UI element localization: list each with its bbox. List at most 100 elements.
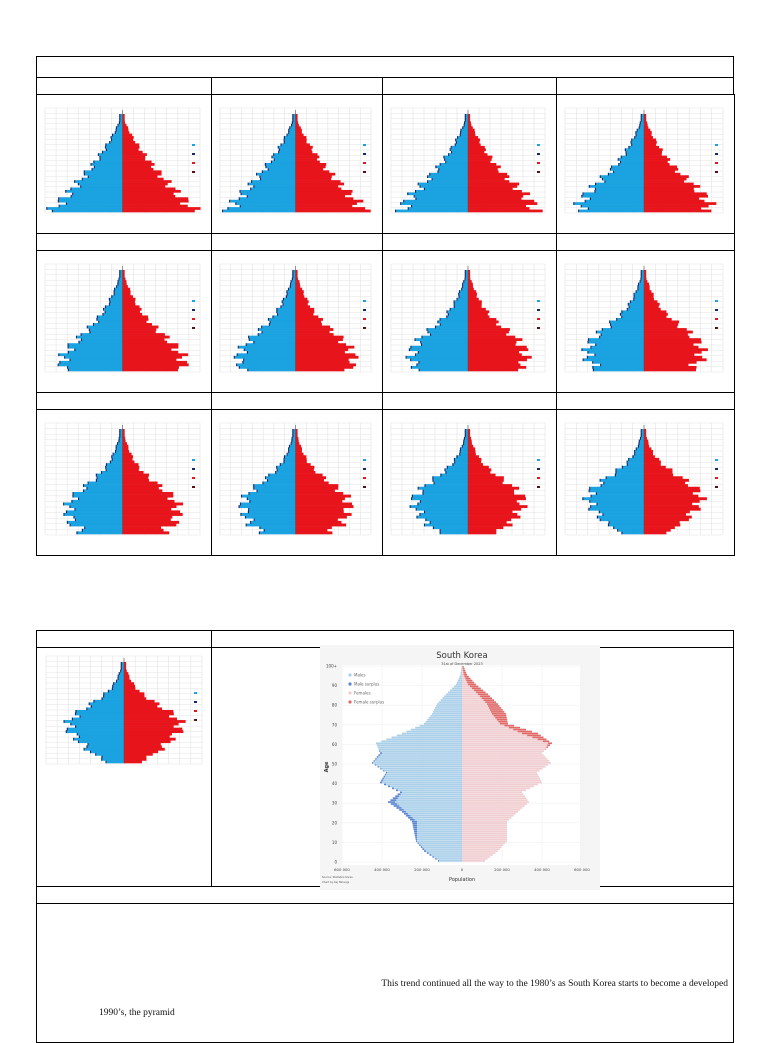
female-bar: [123, 508, 172, 511]
male-surplus-bar: [444, 468, 445, 471]
female-bar: [296, 283, 300, 286]
female-bar: [462, 786, 534, 788]
female-bar: [468, 161, 490, 164]
male-surplus-bar: [375, 764, 376, 766]
female-bar: [468, 200, 534, 203]
male-bar: [80, 341, 123, 344]
female-bar: [468, 158, 492, 161]
male-bar: [266, 476, 295, 479]
male-surplus-bar: [378, 766, 379, 768]
female-bar: [468, 471, 490, 474]
male-bar: [584, 192, 644, 195]
male-surplus-bar: [594, 190, 595, 193]
male-bar: [265, 529, 296, 532]
female-bar: [123, 343, 179, 346]
female-bar: [296, 170, 330, 173]
male-surplus-bar: [599, 336, 600, 339]
legend-swatch: [715, 309, 718, 311]
female-bar: [644, 495, 698, 498]
male-bar: [257, 173, 295, 176]
female-bar: [462, 721, 498, 723]
female-bar: [123, 458, 133, 461]
male-bar: [441, 163, 468, 166]
male-surplus-bar: [403, 200, 404, 203]
male-bar: [607, 476, 644, 479]
female-bar: [296, 323, 322, 326]
male-surplus-bar: [278, 151, 279, 154]
male-bar: [642, 275, 644, 278]
male-surplus-bar: [438, 168, 439, 171]
male-surplus-bar: [628, 303, 629, 306]
male-surplus-bar: [427, 328, 428, 331]
male-bar: [248, 497, 296, 500]
male-bar: [458, 455, 468, 458]
female-bar: [296, 146, 313, 149]
female-bar: [468, 495, 525, 498]
male-bar: [619, 158, 644, 161]
male-bar: [103, 151, 122, 154]
male-surplus-bar: [435, 165, 436, 168]
male-surplus-bar: [414, 338, 415, 341]
x-axis-label: Population: [449, 877, 475, 883]
female-bar: [644, 518, 689, 521]
male-bar: [289, 129, 295, 132]
male-surplus-bar: [620, 161, 621, 164]
female-bar: [644, 173, 680, 176]
male-bar: [458, 680, 462, 682]
male-bar: [120, 432, 122, 435]
male-surplus-bar: [427, 175, 428, 178]
female-bar: [123, 280, 127, 283]
male-bar: [117, 445, 123, 448]
male-bar: [588, 356, 644, 359]
male-surplus-bar: [465, 432, 466, 435]
female-bar: [123, 450, 130, 453]
male-surplus-bar: [109, 141, 110, 144]
male-bar: [261, 178, 295, 181]
female-bar: [296, 134, 304, 137]
male-bar: [387, 772, 462, 774]
population-pyramid-thumbnail: [39, 260, 206, 380]
male-bar: [399, 795, 462, 797]
male-bar: [466, 432, 468, 435]
male-surplus-bar: [78, 183, 79, 186]
female-bar: [123, 151, 143, 154]
female-bar: [123, 356, 182, 359]
male-bar: [293, 116, 295, 119]
male-surplus-bar: [292, 273, 293, 276]
male-bar: [463, 126, 468, 129]
male-surplus-bar: [390, 799, 396, 801]
male-bar: [415, 195, 468, 198]
male-bar: [622, 315, 644, 318]
male-bar: [441, 529, 468, 532]
male-bar: [110, 141, 122, 144]
male-surplus-bar: [111, 139, 112, 142]
male-bar: [71, 505, 123, 508]
male-bar: [282, 305, 296, 308]
female-bar: [644, 143, 656, 146]
legend-swatch: [537, 309, 540, 311]
male-bar: [432, 713, 462, 715]
male-bar: [601, 518, 644, 521]
male-bar: [71, 358, 123, 361]
table-2-cell: [36, 647, 212, 887]
male-bar: [455, 458, 468, 461]
male-bar: [463, 285, 468, 288]
male-bar: [396, 799, 462, 801]
male-surplus-bar: [411, 366, 412, 369]
female-bar: [644, 453, 653, 456]
male-surplus-bar: [247, 351, 248, 354]
female-bar: [644, 434, 646, 437]
male-bar: [456, 139, 468, 142]
male-bar: [285, 139, 296, 142]
male-surplus-bar: [240, 513, 241, 516]
male-bar: [422, 846, 462, 848]
female-bar: [296, 331, 330, 334]
male-surplus-bar: [240, 503, 241, 506]
x-tick-label: 400 000: [374, 867, 390, 872]
male-bar: [75, 516, 123, 519]
male-bar: [632, 143, 644, 146]
male-surplus-bar: [111, 455, 112, 458]
male-surplus-bar: [621, 531, 622, 534]
female-bar: [296, 163, 327, 166]
male-surplus-bar: [630, 300, 631, 303]
